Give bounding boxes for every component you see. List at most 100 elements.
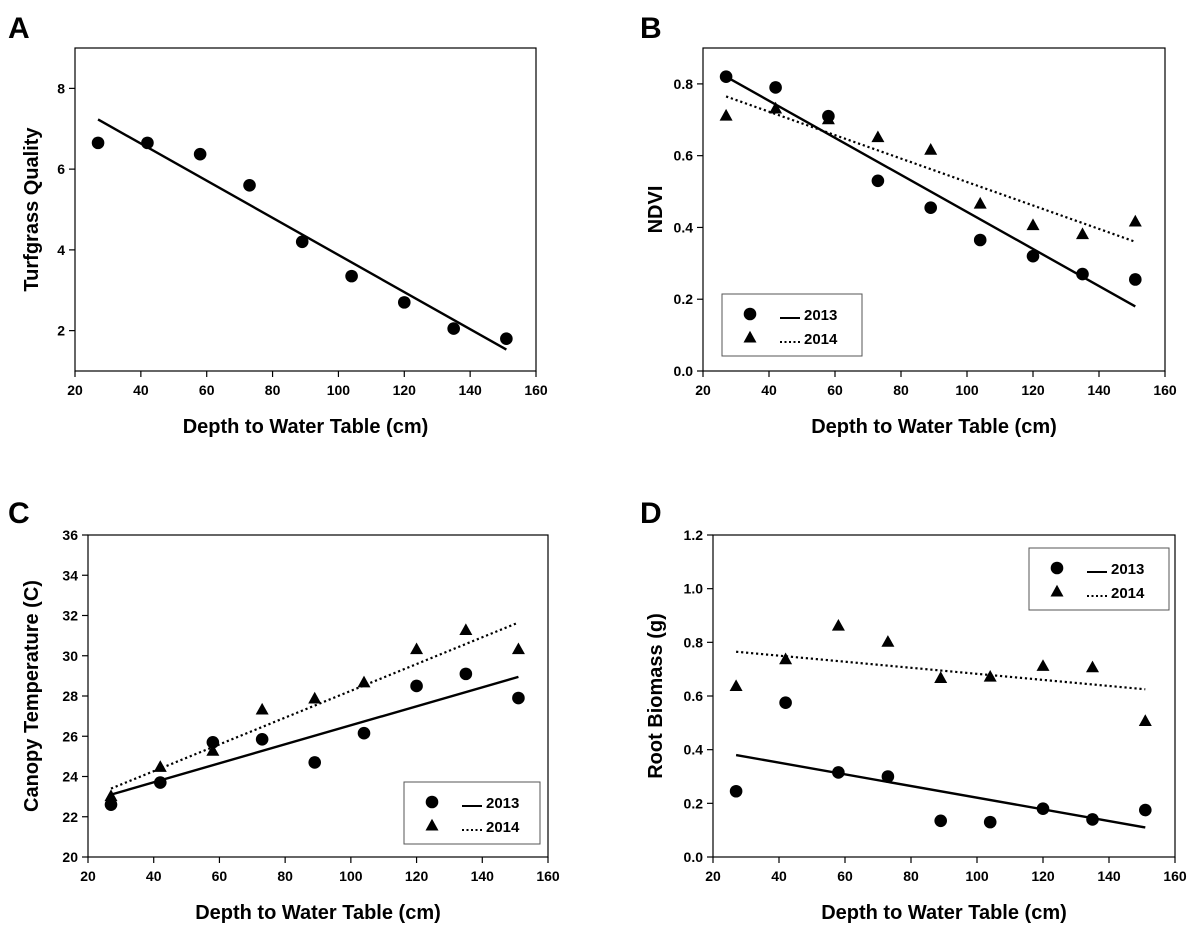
legend: 2013 2014: [721, 293, 863, 357]
x-tick-label: 20: [695, 382, 711, 398]
data-point-triangle: [255, 702, 269, 715]
fit-line-2013: [735, 753, 1146, 829]
data-point-circle: [91, 136, 105, 150]
panel-c: C 20 40 60 80 100 120 140 160 20 22 24 26 28 30 32 34 36 D…: [8, 497, 560, 924]
y-tick-label: 36: [62, 527, 78, 543]
data-point-circle: [500, 332, 513, 346]
x-tick-label: 60: [827, 382, 843, 398]
x-tick-label: 100: [965, 868, 989, 884]
legend-marker-triangle: [1050, 584, 1064, 597]
data-point-triangle: [1076, 227, 1089, 240]
y-tick-label: 0.2: [674, 291, 694, 307]
x-tick-label: 140: [471, 868, 495, 884]
y-tick-label: 0.4: [684, 742, 704, 758]
data-point-triangle: [308, 691, 322, 704]
x-tick-label: 80: [893, 382, 909, 398]
x-tick-label: 20: [705, 868, 721, 884]
legend-marker-triangle: [743, 330, 757, 343]
data-point-triangle: [153, 760, 167, 772]
y-tick-label: 0.8: [674, 76, 694, 92]
data-point-triangle: [973, 196, 987, 209]
x-tick-label: 40: [771, 868, 787, 884]
data-point-circle: [1139, 803, 1152, 817]
x-tick-label: 40: [761, 382, 777, 398]
data-point-circle: [512, 691, 525, 705]
data-point-circle: [1026, 249, 1040, 263]
data-point-circle: [1129, 273, 1142, 286]
y-axis-title: Root Biomass (g): [645, 613, 667, 779]
data-point-circle: [308, 756, 322, 769]
y-tick-label: 22: [62, 809, 78, 825]
x-tick-label: 80: [265, 382, 281, 398]
legend-box: [1028, 547, 1170, 611]
data-point-triangle: [1138, 714, 1152, 726]
x-tick-label: 60: [212, 868, 228, 884]
data-point-circle: [397, 296, 411, 309]
x-tick-label: 140: [458, 382, 482, 398]
x-axis-title: Depth to Water Table (cm): [195, 902, 441, 924]
data-point-circle: [871, 174, 885, 188]
x-tick-label: 160: [1153, 382, 1177, 398]
x-tick-label: 160: [524, 382, 548, 398]
data-point-circle: [1076, 267, 1089, 281]
data-point-circle: [1036, 802, 1050, 815]
y-tick-label: 20: [62, 849, 78, 865]
x-tick-label: 140: [1087, 382, 1111, 398]
x-tick-label: 120: [393, 382, 417, 398]
data-point-triangle: [206, 744, 220, 756]
legend-label: 2013: [486, 795, 519, 812]
data-point-circle: [1086, 813, 1099, 826]
legend-label: 2013: [804, 307, 837, 324]
data-point-circle: [769, 81, 782, 94]
panel-d: D 20 40 60 80 100 120 140 160 0.0 0.2 0.4 0.6 0.8 1.0 1…: [640, 497, 1187, 924]
data-point-triangle: [1086, 660, 1099, 673]
panel-b: B 20 40 60 80 100 120 140 160 0.0 0.2 0.4 0.6 0.8 Dept…: [640, 12, 1177, 438]
legend-marker-circle: [743, 307, 757, 321]
panel-letter: C: [8, 497, 30, 530]
data-point-circle: [206, 735, 220, 749]
x-tick-label: 160: [536, 868, 560, 884]
data-point-circle: [255, 732, 269, 746]
data-point-circle: [983, 815, 997, 829]
data-point-circle: [295, 235, 309, 249]
x-tick-label: 40: [146, 868, 162, 884]
x-tick-label: 140: [1097, 868, 1121, 884]
data-point-circle: [832, 766, 845, 779]
legend-marker-triangle: [425, 818, 439, 831]
data-point-circle: [193, 147, 207, 161]
y-axis-title: Canopy Temperature (C): [21, 580, 43, 812]
legend-label: 2013: [1111, 561, 1144, 578]
data-point-triangle: [410, 642, 424, 655]
fit-line-series: [97, 118, 507, 351]
data-point-circle: [459, 667, 473, 681]
y-tick-label: 30: [62, 648, 78, 664]
data-point-circle: [729, 784, 743, 798]
x-tick-label: 120: [405, 868, 429, 884]
legend: 2013 2014: [403, 781, 541, 845]
data-point-triangle: [459, 623, 473, 636]
panel-letter: B: [640, 12, 662, 45]
legend-marker-circle: [425, 795, 439, 809]
legend-box: [721, 293, 863, 357]
x-axis-title: Depth to Water Table (cm): [811, 416, 1057, 438]
x-axis-title: Depth to Water Table (cm): [821, 902, 1067, 924]
legend-box: [403, 781, 541, 845]
y-axis-title: Turfgrass Quality: [21, 127, 43, 292]
x-tick-label: 20: [67, 382, 83, 398]
legend-marker-circle: [1050, 561, 1064, 575]
y-tick-label: 1.0: [684, 581, 704, 597]
y-tick-label: 24: [62, 769, 78, 785]
data-point-triangle: [983, 669, 997, 682]
data-point-circle: [153, 776, 167, 789]
panel-a: A 20 40 60 80 100 120 140 160 2 4 6 8 Depth to Water …: [8, 12, 548, 438]
legend-label: 2014: [804, 331, 838, 348]
x-tick-label: 60: [837, 868, 853, 884]
data-point-triangle: [769, 101, 783, 114]
y-tick-label: 0.4: [674, 219, 694, 235]
y-tick-label: 0.6: [684, 688, 704, 704]
y-tick-label: 0.0: [674, 363, 694, 379]
data-point-triangle: [1128, 214, 1142, 227]
y-tick-label: 32: [62, 608, 78, 624]
data-point-circle: [357, 726, 371, 740]
